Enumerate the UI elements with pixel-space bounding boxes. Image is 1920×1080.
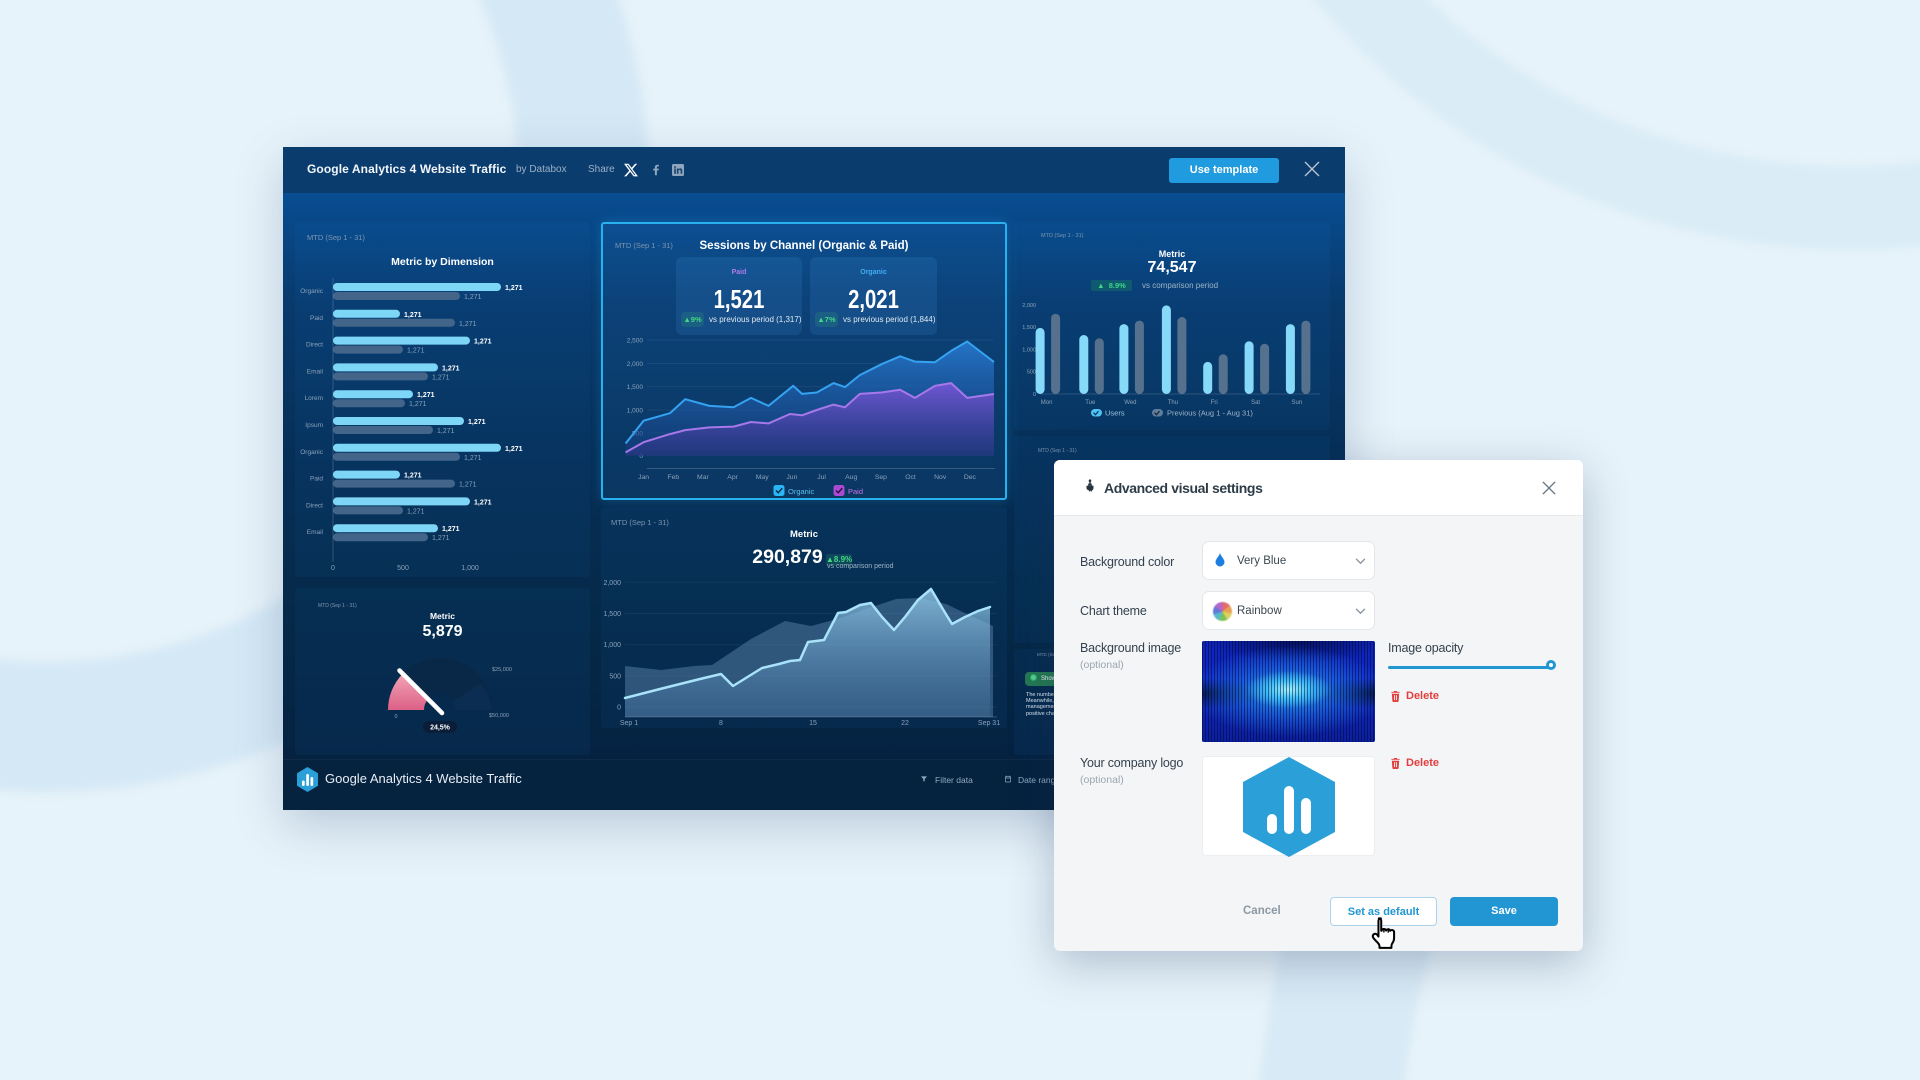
svg-text:Nov: Nov — [934, 474, 947, 481]
svg-text:Fri: Fri — [1211, 400, 1218, 406]
svg-text:1,271: 1,271 — [437, 428, 455, 435]
svg-text:Email: Email — [307, 368, 324, 375]
svg-text:Aug: Aug — [845, 474, 857, 481]
svg-text:0: 0 — [617, 705, 621, 712]
svg-text:Lorem: Lorem — [305, 395, 323, 402]
svg-text:1,271: 1,271 — [417, 392, 435, 399]
svg-text:1,271: 1,271 — [474, 499, 492, 506]
svg-text:Direct: Direct — [306, 342, 323, 349]
svg-text:0: 0 — [394, 714, 397, 720]
svg-text:2,000: 2,000 — [603, 580, 621, 587]
svg-text:1,271: 1,271 — [404, 473, 422, 480]
svg-text:Mar: Mar — [697, 474, 709, 481]
svg-text:1,271: 1,271 — [407, 348, 425, 355]
svg-text:Paid: Paid — [310, 476, 323, 483]
svg-text:1,271: 1,271 — [459, 321, 477, 328]
svg-text:$50,000: $50,000 — [489, 713, 509, 719]
svg-text:1,500: 1,500 — [1022, 325, 1036, 331]
svg-text:1,271: 1,271 — [407, 508, 425, 515]
svg-text:Tue: Tue — [1085, 400, 1096, 406]
svg-text:Jul: Jul — [817, 474, 826, 481]
svg-text:Paid: Paid — [310, 315, 323, 322]
svg-text:24,5%: 24,5% — [430, 725, 451, 732]
svg-text:Mon: Mon — [1041, 400, 1053, 406]
svg-text:Organic: Organic — [300, 449, 324, 456]
svg-text:Sep 31: Sep 31 — [978, 720, 1000, 727]
svg-text:500: 500 — [609, 673, 621, 680]
svg-text:Jun: Jun — [786, 474, 797, 481]
svg-text:1,000: 1,000 — [627, 408, 644, 415]
svg-text:1,271: 1,271 — [464, 455, 482, 462]
svg-text:22: 22 — [901, 720, 909, 727]
svg-text:Wed: Wed — [1124, 400, 1136, 406]
svg-text:2,500: 2,500 — [627, 338, 644, 345]
svg-text:Thu: Thu — [1168, 400, 1178, 406]
svg-text:8: 8 — [719, 720, 723, 727]
svg-text:Oct: Oct — [905, 474, 916, 481]
svg-text:Organic: Organic — [788, 487, 815, 496]
svg-text:1,271: 1,271 — [474, 339, 492, 346]
svg-text:1,500: 1,500 — [627, 384, 644, 391]
svg-text:0: 0 — [1033, 392, 1036, 398]
svg-text:1,271: 1,271 — [459, 482, 477, 489]
svg-text:500: 500 — [1027, 370, 1036, 376]
svg-text:Direct: Direct — [306, 502, 323, 509]
svg-text:Feb: Feb — [667, 474, 679, 481]
svg-text:0: 0 — [639, 453, 643, 460]
svg-text:Sat: Sat — [1251, 400, 1260, 406]
svg-text:2,000: 2,000 — [627, 361, 644, 368]
svg-text:Jan: Jan — [638, 474, 649, 481]
svg-text:1,271: 1,271 — [404, 312, 422, 319]
svg-text:1,271: 1,271 — [442, 526, 460, 533]
svg-text:1,271: 1,271 — [432, 374, 450, 381]
svg-text:Sep: Sep — [875, 474, 887, 481]
svg-text:Organic: Organic — [300, 288, 324, 295]
svg-text:1,271: 1,271 — [432, 535, 450, 542]
svg-text:Ipsum: Ipsum — [305, 422, 323, 429]
svg-text:15: 15 — [809, 720, 817, 727]
svg-text:1,271: 1,271 — [468, 419, 486, 426]
svg-text:1,271: 1,271 — [409, 401, 427, 408]
svg-text:1,000: 1,000 — [461, 565, 479, 572]
svg-text:Users: Users — [1105, 409, 1125, 418]
svg-text:$25,000: $25,000 — [492, 667, 512, 673]
svg-text:Paid: Paid — [848, 487, 863, 496]
svg-text:1,000: 1,000 — [603, 642, 621, 649]
svg-text:May: May — [756, 474, 769, 481]
svg-text:1,000: 1,000 — [1022, 347, 1036, 353]
svg-text:0: 0 — [331, 565, 335, 572]
svg-text:1,500: 1,500 — [603, 611, 621, 618]
svg-text:Sun: Sun — [1292, 400, 1303, 406]
svg-text:Email: Email — [307, 529, 324, 536]
svg-text:Sep 1: Sep 1 — [620, 720, 638, 727]
svg-text:1,271: 1,271 — [442, 365, 460, 372]
svg-text:Previous (Aug 1 - Aug 31): Previous (Aug 1 - Aug 31) — [1167, 409, 1253, 418]
svg-text:Dec: Dec — [964, 474, 977, 481]
svg-text:1,271: 1,271 — [505, 285, 523, 292]
svg-text:500: 500 — [397, 565, 409, 572]
svg-text:Apr: Apr — [727, 474, 738, 481]
svg-text:1,271: 1,271 — [464, 294, 482, 301]
svg-text:2,000: 2,000 — [1022, 303, 1036, 309]
svg-text:1,271: 1,271 — [505, 446, 523, 453]
